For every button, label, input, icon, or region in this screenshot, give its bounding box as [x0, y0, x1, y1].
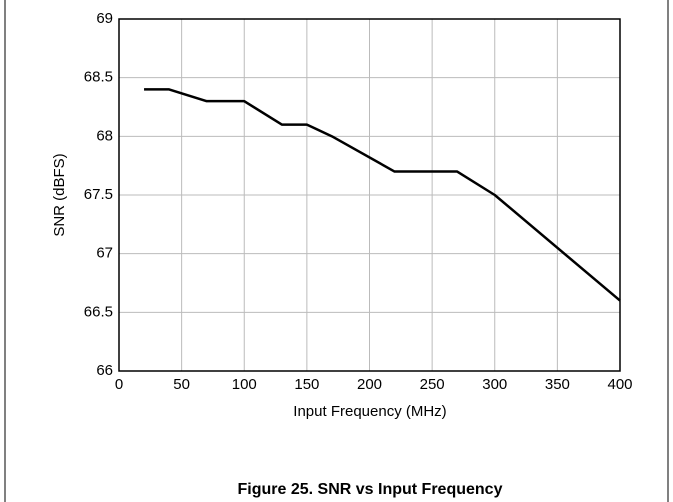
y-tick-label: 68.5 — [84, 69, 113, 86]
x-tick-label: 250 — [420, 376, 445, 393]
y-tick-label: 68 — [96, 127, 113, 144]
y-tick-label: 69 — [96, 10, 113, 27]
y-tick-label: 66 — [96, 362, 113, 379]
line — [144, 88, 621, 302]
x-tick-label: 200 — [357, 376, 382, 393]
plot-border — [118, 18, 621, 372]
chart-title: Figure 25. SNR vs Input Frequency — [238, 481, 503, 498]
x-tick-label: 400 — [607, 376, 632, 393]
x-axis-label: Input Frequency (MHz) — [293, 403, 446, 420]
y-axis-label: SNR (dBFS) — [51, 153, 68, 236]
x-tick-label: 350 — [545, 376, 570, 393]
x-tick-label: 300 — [482, 376, 507, 393]
y-tick-label: 66.5 — [84, 303, 113, 320]
y-tick-label: 67 — [96, 245, 113, 262]
x-tick-label: 50 — [173, 376, 190, 393]
x-tick-label: 100 — [232, 376, 257, 393]
x-tick-label: 0 — [115, 376, 123, 393]
y-tick-label: 67.5 — [84, 186, 113, 203]
x-tick-label: 150 — [294, 376, 319, 393]
